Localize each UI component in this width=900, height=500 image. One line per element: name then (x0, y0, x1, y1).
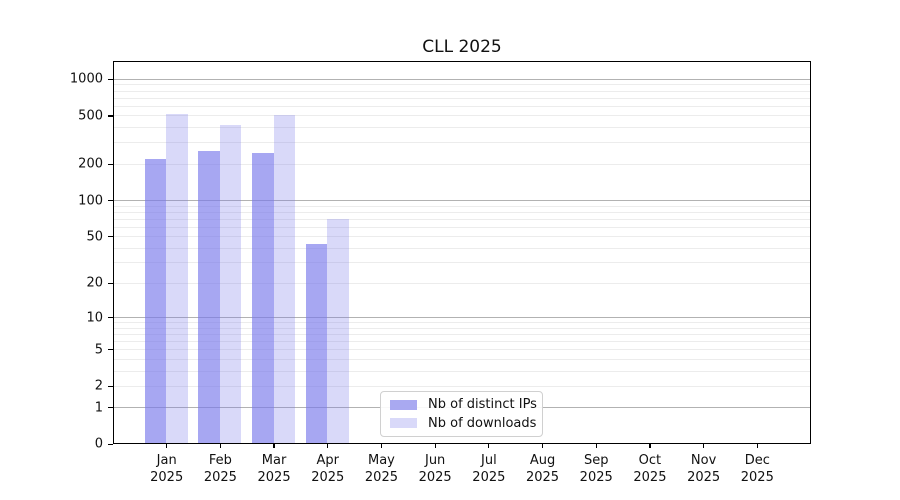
gridline-y-10 (113, 317, 811, 319)
gridline-y-50 (113, 236, 811, 238)
x-tick-Sep-2025 (595, 444, 597, 449)
y-tick-5 (108, 349, 113, 351)
gridline-y-20 (113, 282, 811, 284)
gridline-y-30 (113, 262, 811, 264)
gridline-y-2 (113, 385, 811, 387)
y-tick-label-10: 10 (86, 310, 103, 326)
x-tick-Feb-2025 (219, 444, 221, 449)
x-tick-Nov-2025 (703, 444, 705, 449)
bar-downloads-Feb-2025 (219, 124, 242, 445)
gridline-y-4 (113, 358, 811, 360)
x-tick-label-Aug-2025: Aug 2025 (525, 453, 560, 486)
gridline-y-3 (113, 370, 811, 372)
gridline-y-70 (113, 218, 811, 220)
gridline-y-800 (113, 90, 811, 92)
x-tick-label-Apr-2025: Apr 2025 (311, 453, 345, 486)
y-tick-label-100: 100 (78, 193, 103, 209)
gridline-y-700 (113, 97, 811, 99)
y-tick-200 (108, 163, 113, 165)
y-tick-10 (108, 317, 113, 319)
bar-distinct-ips-Feb-2025 (198, 150, 220, 445)
gridline-y-400 (113, 127, 811, 129)
gridline-y-60 (113, 226, 811, 228)
x-tick-label-Mar-2025: Mar 2025 (257, 453, 291, 486)
legend-item-downloads: Nb of downloads (390, 415, 537, 431)
chart-title: CLL 2025 (422, 37, 502, 57)
x-tick-label-May-2025: May 2025 (364, 453, 398, 486)
gridline-y-200 (113, 163, 811, 165)
x-tick-Jan-2025 (166, 444, 168, 449)
y-tick-100 (108, 199, 113, 202)
x-tick-label-Oct-2025: Oct 2025 (633, 453, 667, 486)
x-tick-Jun-2025 (434, 444, 436, 449)
gridline-y-600 (113, 105, 811, 107)
legend-label-downloads: Nb of downloads (428, 415, 537, 431)
y-tick-label-1: 1 (94, 400, 103, 416)
x-tick-Apr-2025 (327, 444, 329, 449)
y-tick-20 (108, 282, 113, 285)
x-tick-label-Jan-2025: Jan 2025 (150, 453, 184, 486)
gridline-y-500 (113, 115, 811, 117)
y-tick-label-200: 200 (78, 156, 103, 172)
y-tick-label-20: 20 (86, 275, 103, 291)
gridline-y-300 (113, 142, 811, 144)
gridline-y-80 (113, 211, 811, 213)
y-tick-50 (108, 236, 113, 238)
gridline-y-7 (113, 333, 811, 335)
y-tick-label-500: 500 (78, 108, 103, 124)
legend-item-distinct-ips: Nb of distinct IPs (390, 397, 537, 412)
y-tick-label-1000: 1000 (69, 71, 103, 87)
gridline-y-1000 (113, 78, 811, 80)
y-tick-label-0: 0 (94, 436, 103, 452)
legend: Nb of distinct IPs Nb of downloads (380, 391, 543, 437)
x-tick-label-Dec-2025: Dec 2025 (740, 453, 774, 486)
gridline-y-6 (113, 341, 811, 343)
gridline-y-8 (113, 327, 811, 329)
gridline-y-100 (113, 200, 811, 202)
y-tick-label-50: 50 (86, 229, 103, 245)
y-tick-1000 (108, 78, 113, 80)
gridline-y-5 (113, 349, 811, 351)
x-tick-label-Sep-2025: Sep 2025 (579, 453, 613, 486)
y-tick-2 (108, 385, 113, 387)
y-tick-500 (108, 115, 113, 117)
bar-distinct-ips-Apr-2025 (305, 244, 328, 445)
y-tick-label-2: 2 (94, 378, 103, 394)
gridline-y-900 (113, 84, 811, 86)
legend-swatch-downloads (390, 418, 417, 429)
legend-label-distinct-ips: Nb of distinct IPs (428, 397, 537, 413)
x-tick-Dec-2025 (756, 444, 758, 449)
bar-downloads-Jan-2025 (166, 113, 188, 445)
gridline-y-90 (113, 205, 811, 207)
legend-swatch-distinct-ips (390, 399, 417, 410)
gridline-y-9 (113, 322, 811, 324)
x-tick-Oct-2025 (649, 444, 651, 449)
x-tick-Aug-2025 (541, 444, 544, 449)
x-tick-label-Jun-2025: Jun 2025 (418, 453, 452, 486)
bar-downloads-Mar-2025 (273, 115, 296, 445)
bar-downloads-Apr-2025 (327, 219, 349, 445)
x-tick-label-Nov-2025: Nov 2025 (687, 453, 721, 486)
gridline-y-40 (113, 247, 811, 249)
x-tick-label-Jul-2025: Jul 2025 (472, 453, 506, 486)
bar-distinct-ips-Jan-2025 (144, 158, 167, 445)
bar-distinct-ips-Mar-2025 (252, 152, 274, 445)
x-tick-label-Feb-2025: Feb 2025 (203, 453, 237, 486)
y-tick-0 (108, 443, 113, 445)
y-tick-1 (108, 407, 113, 409)
y-tick-label-5: 5 (94, 342, 103, 358)
x-tick-Jul-2025 (488, 444, 490, 449)
x-tick-Mar-2025 (273, 444, 275, 449)
x-tick-May-2025 (380, 444, 383, 449)
